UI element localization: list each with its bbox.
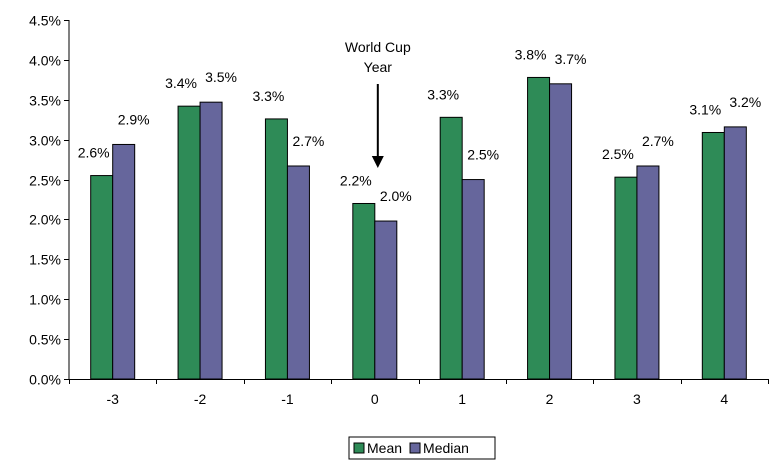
bar-label-median: 3.5%	[205, 69, 237, 85]
x-tick-label: 3	[633, 391, 641, 407]
y-tick-label: 3.0%	[29, 133, 61, 149]
bar-label-mean: 2.5%	[602, 146, 634, 162]
bar-label-mean: 3.1%	[689, 101, 721, 117]
x-tick-label: -2	[194, 391, 207, 407]
x-tick-label: -1	[281, 391, 294, 407]
bar-mean-2	[527, 76, 551, 380]
legend-label-mean: Mean	[367, 440, 402, 456]
bar-label-median: 2.5%	[467, 147, 499, 163]
y-tick-label: 2.0%	[29, 212, 61, 228]
annotation-text-line: World Cup	[345, 39, 411, 55]
bar-mean-4	[701, 131, 725, 380]
bar-labels: 2.6% 2.9% 3.4% 3.5% 3.3% 2.7% 2.2% 2.0% 3.3% 2.5%…	[78, 46, 762, 204]
bar-label-mean: 2.6%	[78, 145, 110, 161]
bar-mean--3	[90, 175, 114, 380]
bar-label-mean: 3.3%	[252, 88, 284, 104]
bar-label-mean: 3.8%	[515, 46, 547, 62]
x-axis: -3 -2 -1 0 1 2 3 4	[69, 379, 769, 407]
x-tick-label: 1	[458, 391, 466, 407]
bar-label-mean: 2.2%	[340, 172, 372, 188]
legend-box	[348, 436, 496, 460]
bar-median-4	[723, 126, 747, 380]
bar-mean--1	[264, 118, 288, 380]
y-axis: 0.0% 0.5% 1.0% 1.5% 2.0% 2.5% 3.0% 3.5% 4.0% 4.5%	[29, 13, 70, 388]
legend-label-median: Median	[423, 440, 469, 456]
y-tick-label: 0.5%	[29, 332, 61, 348]
bar-median-0	[374, 220, 398, 380]
bar-mean--2	[177, 105, 201, 380]
bar-median--2	[199, 101, 223, 380]
x-tick-label: 4	[720, 391, 728, 407]
world-cup-annotation: World Cup Year	[345, 39, 411, 168]
bar-label-median: 2.0%	[380, 188, 412, 204]
y-tick-label: 1.5%	[29, 252, 61, 268]
bar-mean-3	[614, 176, 638, 380]
bar-mean-1	[439, 116, 463, 380]
bar-label-mean: 3.4%	[165, 75, 197, 91]
y-tick-label: 0.0%	[29, 372, 61, 388]
bar-label-median: 3.7%	[555, 51, 587, 67]
legend-swatch-mean	[353, 442, 365, 454]
bar-label-median: 2.9%	[118, 111, 150, 127]
bar-median-3	[636, 165, 660, 380]
annotation-text-line: Year	[364, 59, 393, 75]
arrow-down-icon	[371, 156, 384, 168]
bar-mean-0	[352, 202, 376, 380]
y-tick-label: 3.5%	[29, 93, 61, 109]
bar-label-median: 3.2%	[729, 94, 761, 110]
y-tick-label: 2.5%	[29, 173, 61, 189]
bar-median--3	[112, 143, 136, 380]
y-tick-label: 4.0%	[29, 53, 61, 69]
y-tick-label: 1.0%	[29, 292, 61, 308]
x-tick-label: 2	[546, 391, 554, 407]
bar-median-1	[461, 179, 485, 380]
y-tick-label: 4.5%	[29, 13, 61, 29]
bar-median-2	[549, 83, 573, 380]
bar-label-mean: 3.3%	[427, 86, 459, 102]
legend-swatch-median	[409, 442, 421, 454]
legend: Mean Median	[348, 436, 496, 460]
bar-label-median: 2.7%	[642, 133, 674, 149]
x-tick-label: 0	[371, 391, 379, 407]
x-tick-label: -3	[106, 391, 119, 407]
bar-label-median: 2.7%	[292, 133, 324, 149]
bar-median--1	[286, 165, 310, 380]
bars	[90, 76, 747, 380]
